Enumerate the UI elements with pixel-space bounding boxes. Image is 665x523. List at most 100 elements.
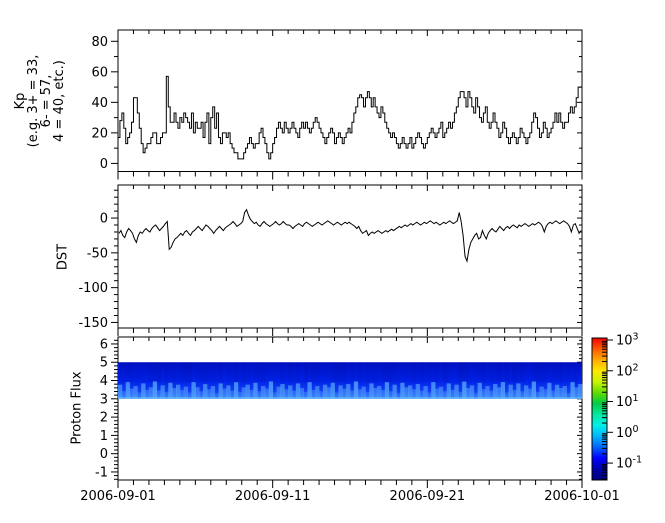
band-dark-streak bbox=[179, 362, 185, 383]
band-streak bbox=[164, 391, 169, 399]
band-streak bbox=[473, 393, 478, 399]
band-streak bbox=[264, 388, 270, 399]
kp-y-tick-label: 0 bbox=[100, 157, 108, 172]
band-dark-streak bbox=[404, 362, 409, 383]
band-streak bbox=[261, 386, 266, 399]
band-dark-streak bbox=[168, 362, 173, 383]
band-dark-streak bbox=[164, 362, 169, 383]
band-streak bbox=[508, 384, 513, 399]
band-streak bbox=[361, 386, 366, 399]
band-dark-streak bbox=[458, 362, 463, 383]
band-dark-streak bbox=[118, 362, 123, 383]
band-streak bbox=[179, 389, 185, 399]
band-dark-streak bbox=[377, 362, 381, 382]
band-dark-streak bbox=[238, 362, 242, 382]
band-streak bbox=[168, 382, 173, 399]
band-dark-streak bbox=[427, 362, 432, 383]
band-streak bbox=[241, 387, 246, 399]
band-streak bbox=[419, 390, 424, 399]
band-dark-streak bbox=[307, 362, 312, 383]
band-streak bbox=[133, 386, 138, 399]
band-dark-streak bbox=[501, 362, 505, 382]
band-dark-streak bbox=[504, 362, 509, 383]
kp-y-tick-label: 80 bbox=[91, 35, 108, 50]
band-dark-streak bbox=[566, 362, 571, 383]
band-dark-streak bbox=[261, 362, 266, 383]
band-streak bbox=[388, 391, 393, 399]
band-dark-streak bbox=[570, 362, 574, 382]
band-streak bbox=[578, 384, 583, 399]
band-dark-streak bbox=[470, 362, 474, 382]
band-streak bbox=[284, 389, 289, 399]
band-dark-streak bbox=[373, 362, 378, 383]
band-dark-streak bbox=[462, 362, 467, 383]
colorbar-tick-label: 100 bbox=[616, 424, 639, 441]
band-streak bbox=[322, 384, 328, 399]
band-dark-streak bbox=[539, 362, 544, 383]
proton-y-tick-label: 3 bbox=[100, 392, 108, 407]
band-streak bbox=[156, 390, 161, 399]
band-dark-streak bbox=[241, 362, 246, 383]
band-dark-streak bbox=[183, 362, 188, 383]
band-dark-streak bbox=[380, 362, 386, 383]
band-streak bbox=[195, 387, 200, 399]
band-dark-streak bbox=[346, 362, 350, 382]
band-streak bbox=[493, 384, 498, 399]
band-dark-streak bbox=[199, 362, 204, 383]
band-dark-streak bbox=[284, 362, 288, 382]
band-dark-streak bbox=[477, 362, 482, 383]
band-streak bbox=[137, 392, 142, 399]
band-dark-streak bbox=[292, 362, 296, 382]
band-streak bbox=[145, 389, 150, 399]
band-streak bbox=[191, 382, 196, 399]
band-dark-streak bbox=[319, 362, 323, 382]
band-streak bbox=[118, 384, 123, 399]
band-dark-streak bbox=[322, 362, 328, 383]
band-streak bbox=[454, 384, 459, 399]
band-streak bbox=[558, 387, 564, 399]
dst-y-tick-label: -100 bbox=[78, 281, 108, 296]
colorbar-tick-label: 10-1 bbox=[616, 455, 642, 472]
band-dark-streak bbox=[408, 362, 412, 382]
band-streak bbox=[288, 385, 293, 399]
band-streak bbox=[257, 391, 262, 399]
band-streak bbox=[469, 385, 475, 399]
band-streak bbox=[554, 384, 560, 399]
band-dark-streak bbox=[338, 362, 343, 383]
proton-y-tick-label: 2 bbox=[100, 411, 108, 426]
band-dark-streak bbox=[295, 362, 301, 383]
band-streak bbox=[303, 391, 308, 399]
band-streak bbox=[524, 385, 529, 399]
band-dark-streak bbox=[558, 362, 564, 383]
band-streak bbox=[435, 388, 440, 399]
band-streak bbox=[438, 386, 444, 399]
band-streak bbox=[512, 389, 517, 399]
dst-y-axis-label: DST bbox=[55, 243, 71, 271]
proton-panel-border bbox=[117, 336, 583, 481]
band-dark-streak bbox=[330, 362, 335, 383]
band-streak bbox=[129, 388, 134, 399]
band-dark-streak bbox=[303, 362, 308, 383]
band-streak bbox=[400, 382, 405, 399]
band-streak bbox=[315, 386, 320, 399]
band-streak bbox=[574, 387, 579, 399]
band-dark-streak bbox=[423, 362, 428, 383]
band-streak bbox=[292, 390, 297, 399]
colorbar-tick-label: 101 bbox=[616, 393, 639, 410]
band-streak bbox=[276, 386, 281, 399]
band-dark-streak bbox=[531, 362, 536, 383]
x-tick-label: 2006-09-21 bbox=[390, 489, 466, 504]
band-streak bbox=[125, 382, 130, 399]
band-dark-streak bbox=[137, 362, 142, 383]
band-streak bbox=[307, 382, 312, 399]
band-dark-streak bbox=[392, 362, 397, 383]
band-dark-streak bbox=[496, 362, 502, 383]
band-dark-streak bbox=[396, 362, 401, 383]
band-streak bbox=[148, 387, 154, 399]
kp-step-line bbox=[118, 75, 582, 160]
band-dark-streak bbox=[411, 362, 417, 383]
band-dark-streak bbox=[446, 362, 451, 383]
band-dark-streak bbox=[129, 362, 134, 383]
